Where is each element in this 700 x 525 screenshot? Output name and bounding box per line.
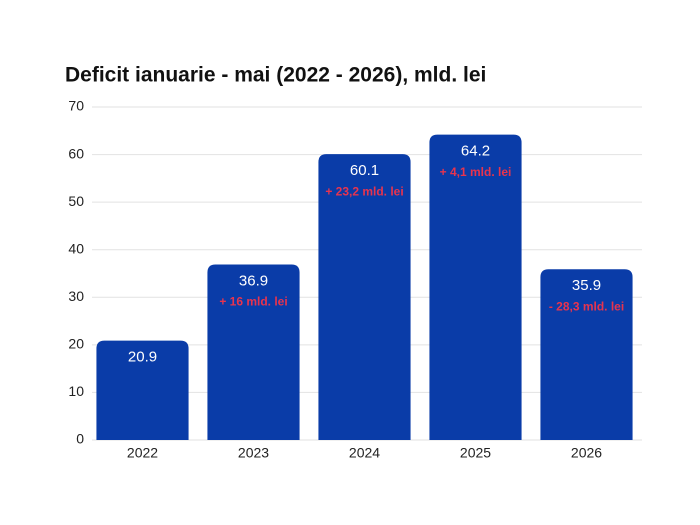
bar [540, 269, 633, 440]
y-tick-label: 10 [68, 383, 84, 399]
bar [207, 264, 300, 440]
annotation: - 28,3 mld. lei [549, 299, 624, 313]
value-label: 35.9 [572, 277, 601, 294]
y-tick-label: 70 [68, 98, 84, 114]
annotation: + 23,2 mld. lei [325, 184, 403, 198]
value-label: 60.1 [350, 162, 379, 179]
y-tick-label: 40 [68, 240, 84, 256]
annotation: + 4,1 mld. lei [440, 165, 512, 179]
x-tick-label: 2025 [460, 445, 491, 461]
y-tick-label: 30 [68, 288, 84, 304]
bar [429, 134, 522, 440]
x-tick-label: 2022 [127, 445, 158, 461]
annotation: + 16 mld. lei [219, 295, 287, 309]
y-tick-label: 60 [68, 145, 84, 161]
value-label: 36.9 [239, 272, 268, 289]
value-label: 64.2 [461, 143, 490, 160]
y-tick-label: 20 [68, 336, 84, 352]
x-tick-label: 2024 [349, 445, 380, 461]
chart-title: Deficit ianuarie - mai (2022 - 2026), ml… [65, 64, 486, 87]
value-label: 20.9 [128, 349, 157, 366]
y-tick-label: 0 [76, 431, 84, 447]
y-tick-label: 50 [68, 193, 84, 209]
bar [96, 340, 189, 440]
x-tick-label: 2026 [571, 445, 602, 461]
x-tick-label: 2023 [238, 445, 269, 461]
bar [318, 154, 411, 441]
